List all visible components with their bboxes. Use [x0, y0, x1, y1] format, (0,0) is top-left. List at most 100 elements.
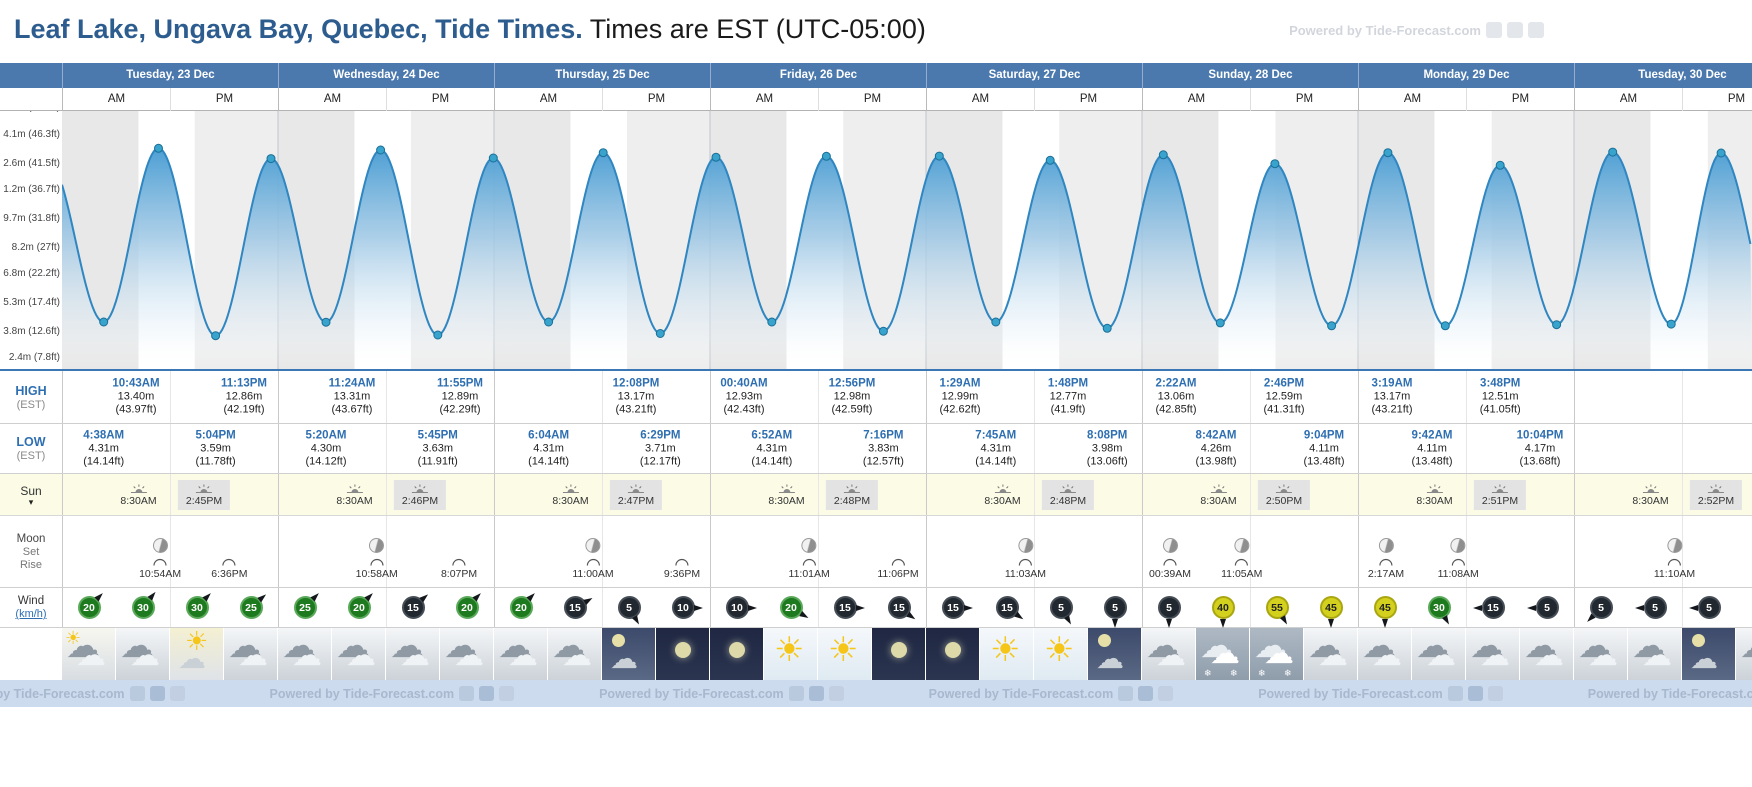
- cloud-glyph: ☁: [610, 643, 638, 674]
- wind-speed-value: 20: [455, 596, 479, 619]
- moon-time: 11:03AM: [1004, 568, 1047, 580]
- wind-speed-badge: 30: [1427, 596, 1451, 625]
- day-divider: [1358, 371, 1359, 423]
- tide-time: 8:08PM: [1087, 429, 1128, 442]
- cloud-glyph: ☁: [1480, 639, 1510, 672]
- footer-app-icon[interactable]: [828, 686, 844, 701]
- wind-speed-value: 45: [1319, 596, 1343, 619]
- ampm-divider: [602, 424, 603, 473]
- day-divider: [1574, 424, 1575, 473]
- sunset-time: 2:52PM: [1697, 494, 1735, 507]
- sun-glyph: ☀: [65, 628, 82, 648]
- wind-speed-value: 30: [185, 596, 209, 619]
- footer-app-icon[interactable]: [129, 686, 145, 701]
- footer-app-icon[interactable]: [1138, 686, 1154, 701]
- footer-app-icon[interactable]: [808, 686, 824, 701]
- day-divider: [1358, 588, 1359, 627]
- cloud-glyph: ☁: [390, 628, 424, 665]
- day-header: Friday, 26 Dec: [710, 63, 926, 88]
- high-tide-marker: [934, 151, 944, 161]
- sunset-icon: [844, 484, 860, 493]
- cloud-glyph: ☁: [454, 639, 484, 672]
- moon-time: 11:01AM: [788, 568, 830, 580]
- footer-app-icon[interactable]: [1467, 686, 1483, 701]
- footer-app-icon[interactable]: [149, 686, 165, 701]
- ampm-label: PM: [1682, 88, 1752, 111]
- watermark-app-icon[interactable]: [1486, 22, 1502, 38]
- wind-direction-arrow: [906, 611, 916, 619]
- tide-time: 1:29AM: [939, 377, 981, 390]
- moon-rise-entry: 2:17AM: [1368, 538, 1404, 580]
- tide-height-m: 13.31m: [333, 390, 371, 403]
- watermark-app-icon[interactable]: [1507, 22, 1523, 38]
- footer-app-icon[interactable]: [169, 686, 185, 701]
- sunset-time: 2:51PM: [1481, 494, 1519, 507]
- footer-app-icon[interactable]: [459, 686, 475, 701]
- ampm-divider: [602, 371, 603, 423]
- high-tide-marker: [821, 151, 831, 161]
- footer-app-icon[interactable]: [499, 686, 515, 701]
- tide-time: 11:24AM: [328, 377, 376, 390]
- weather-cloud-icon: ☁☁: [440, 628, 494, 680]
- low-tide-marker: [1666, 319, 1676, 329]
- sunset-time: 2:45PM: [185, 494, 223, 507]
- day-divider: [710, 588, 711, 627]
- weather-moon-icon: [656, 628, 710, 680]
- low-tide-entry: 7:45AM 4.31m (14.14ft): [975, 428, 1016, 469]
- footer-app-icon[interactable]: [1118, 686, 1134, 701]
- wind-direction-arrow: [748, 604, 757, 611]
- footer-credit-text: Powered by Tide-Forecast.com: [599, 686, 784, 701]
- weather-cloud-icon: ☁☁: [1142, 628, 1196, 680]
- day-divider: [1358, 424, 1359, 473]
- cloud-glyph: ☁: [346, 639, 376, 672]
- day-divider: [62, 424, 63, 473]
- wind-unit-link[interactable]: (km/h): [15, 608, 47, 620]
- ampm-divider: [818, 424, 819, 473]
- sun-row-label: Sun ▾: [0, 474, 62, 515]
- weather-cloud-icon: ☁☁: [224, 628, 278, 680]
- footer-app-icon[interactable]: [1447, 686, 1463, 701]
- wind-direction-arrow: [694, 604, 703, 611]
- tide-height-ft: (42.62ft): [939, 404, 981, 417]
- high-tide-marker: [1495, 160, 1505, 170]
- low-tide-entry: 4:38AM 4.31m (14.14ft): [83, 428, 124, 469]
- high-tide-entry: 11:13PM 12.86m (42.19ft): [221, 377, 267, 418]
- moon-time: 11:08AM: [1437, 568, 1479, 580]
- wind-speed-badge: 5: [617, 596, 641, 625]
- wind-direction-arrow: [1527, 604, 1536, 611]
- ampm-divider: [1682, 588, 1683, 627]
- watermark-app-icon[interactable]: [1528, 22, 1544, 38]
- ampm-divider: [1250, 474, 1251, 515]
- wind-speed-value: 30: [1427, 596, 1451, 619]
- ampm-label: PM: [1034, 88, 1142, 111]
- chevron-down-icon[interactable]: ▾: [28, 497, 34, 507]
- moon-glyph: [1098, 634, 1111, 647]
- sunset-entry: 2:51PM: [1473, 479, 1527, 510]
- ampm-divider: [602, 474, 603, 515]
- tide-height-ft: (43.21ft): [615, 404, 657, 417]
- footer-app-icon[interactable]: [479, 686, 495, 701]
- day-divider: [926, 516, 927, 587]
- sunrise-entry: 8:30AM: [552, 483, 589, 507]
- footer-credit: Powered by Tide-Forecast.com: [1588, 686, 1752, 701]
- tide-time: 6:52AM: [751, 429, 793, 442]
- sunrise-entry: 8:30AM: [1200, 483, 1237, 507]
- wind-direction-arrow: [202, 593, 212, 602]
- high-tide-marker: [1045, 155, 1055, 165]
- footer-app-icon[interactable]: [788, 686, 804, 701]
- day-divider: [710, 474, 711, 515]
- moonset-icon: [1451, 558, 1465, 566]
- day-divider: [494, 588, 495, 627]
- tide-time: 7:45AM: [975, 429, 1017, 442]
- footer-app-icon[interactable]: [1158, 686, 1174, 701]
- day-divider: [494, 371, 495, 423]
- sunrise-time: 8:30AM: [1200, 494, 1237, 507]
- snowflake-glyph: ❄ ❄: [1258, 668, 1300, 678]
- high-tide-marker: [1270, 159, 1280, 169]
- wind-speed-value: 25: [239, 596, 263, 619]
- footer-app-icon[interactable]: [1487, 686, 1503, 701]
- weather-moon-icon: [926, 628, 980, 680]
- high-tide-marker: [1716, 148, 1726, 158]
- ampm-divider: [1466, 371, 1467, 423]
- ampm-divider: [818, 588, 819, 627]
